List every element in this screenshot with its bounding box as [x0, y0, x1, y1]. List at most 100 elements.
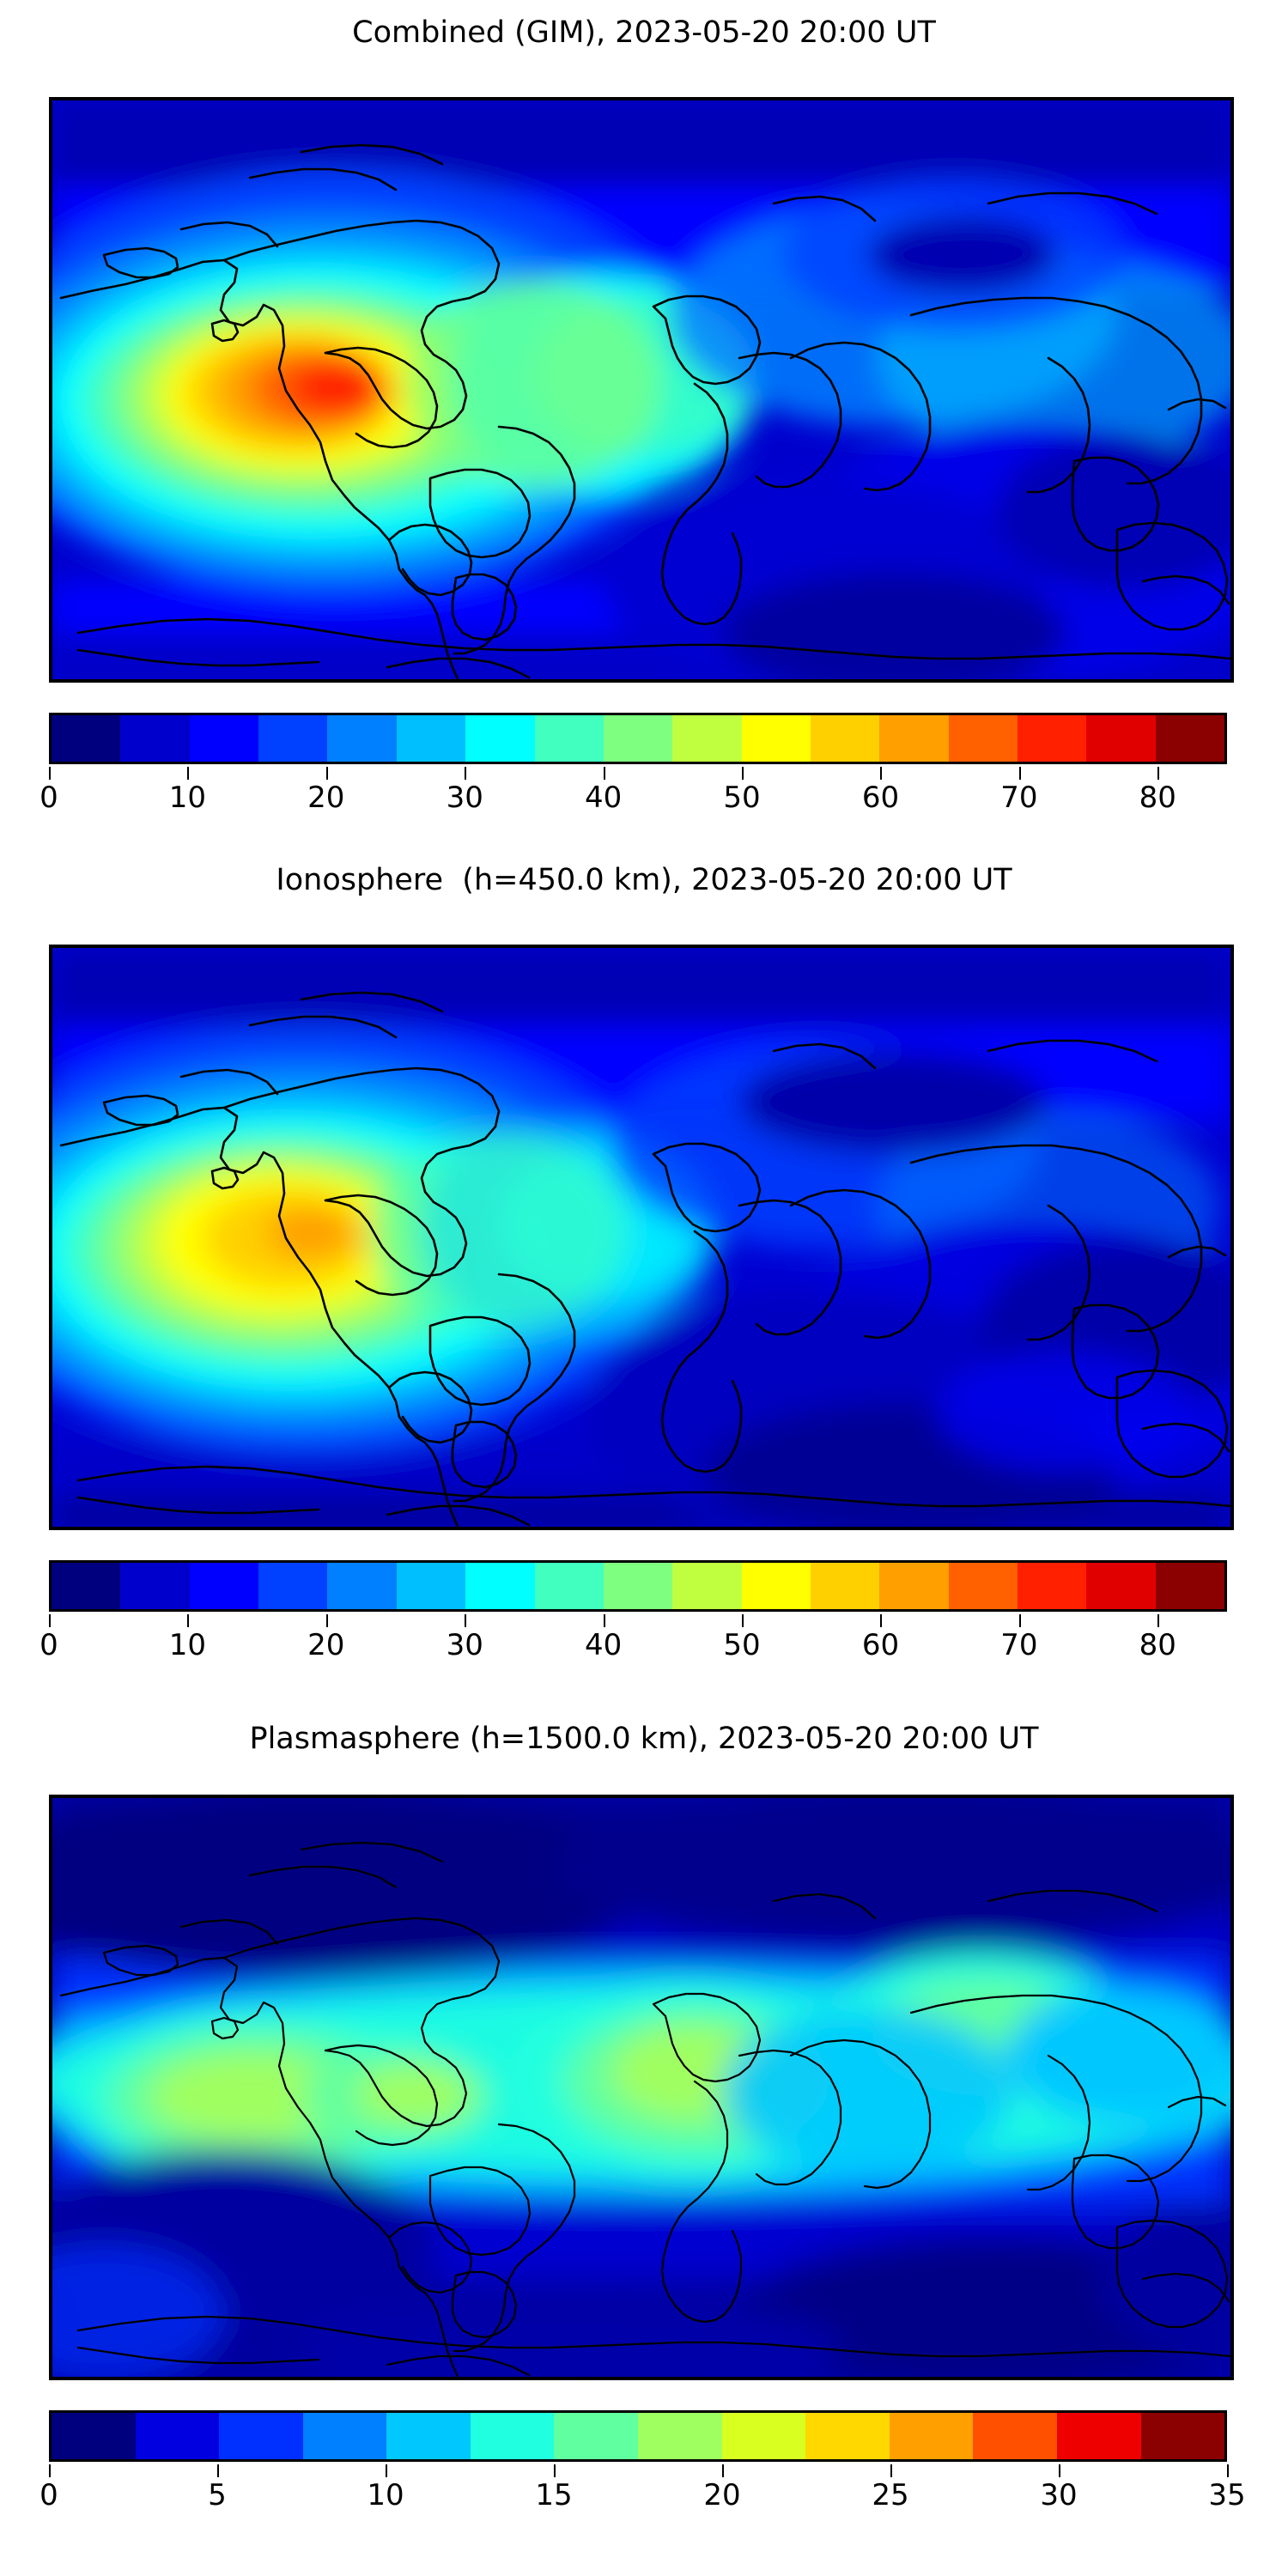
map-combined-gim: [49, 97, 1234, 683]
colorbar-tick-label-7: 70: [1000, 1628, 1038, 1662]
colorbar-band-7: [534, 715, 604, 762]
colorbar-tick-0: [49, 767, 51, 780]
panel-title: Ionosphere (h=450.0 km), 2023-05-20 20:0…: [276, 863, 1012, 897]
colorbar-tick-1: [187, 767, 190, 780]
colorbar-band-14: [1018, 715, 1087, 762]
colorbar-tick-4: [603, 767, 605, 780]
colorbar-tick-0: [49, 2464, 51, 2477]
colorbar-band-12: [879, 1563, 949, 1609]
colorbar-tick-label-8: 80: [1139, 1628, 1176, 1662]
map-svg: [52, 948, 1230, 1527]
colorbar-tick-label-2: 10: [367, 2478, 404, 2512]
colorbar-tick-6: [880, 767, 883, 780]
colorbar-gradient: [49, 1560, 1227, 1612]
colorbar-band-6: [554, 2413, 639, 2459]
colorbar-band-2: [219, 2413, 303, 2459]
colorbar-band-9: [672, 1563, 742, 1609]
colorbar-tick-label-4: 20: [703, 2478, 741, 2512]
colorbar-band-16: [1155, 715, 1225, 762]
coastlines: [59, 991, 1230, 1527]
map-plasmasphere: [49, 1795, 1234, 2380]
panel-ionosphere: Ionosphere (h=450.0 km), 2023-05-20 20:0…: [0, 848, 1288, 1706]
panel-combined-gim: Combined (GIM), 2023-05-20 20:00 UT: [0, 0, 1288, 859]
colorbar-tick-label-3: 30: [446, 781, 483, 815]
colorbar-tick-3: [465, 767, 467, 780]
colorbar-tick-1: [187, 1614, 190, 1627]
colorbar-tick-label-5: 25: [872, 2478, 909, 2512]
colorbar-band-15: [1086, 715, 1156, 762]
colorbar-tick-label-7: 35: [1208, 2478, 1246, 2512]
colorbar-tick-1: [217, 2464, 219, 2477]
colorbar-band-12: [879, 715, 949, 762]
colorbar-tick-label-0: 0: [39, 781, 58, 815]
colorbar-band-3: [258, 1563, 328, 1609]
colorbar-band-2: [189, 715, 259, 762]
colorbar-band-10: [889, 2413, 974, 2459]
colorbar-tick-label-3: 30: [446, 1628, 483, 1662]
colorbar-plasmasphere: 0 5 10 15 20 25 30 35: [39, 2410, 1246, 2539]
colorbar-tick-7: [1227, 2464, 1229, 2477]
colorbar-band-15: [1086, 1563, 1156, 1609]
colorbar-tick-6: [1059, 2464, 1060, 2477]
colorbar-band-11: [810, 715, 880, 762]
colorbar-tick-label-6: 60: [861, 781, 900, 815]
colorbar-tick-2: [325, 767, 328, 780]
colorbar-band-10: [741, 1563, 811, 1609]
colorbar-gradient: [49, 713, 1227, 764]
colorbar-tick-5: [890, 2464, 892, 2477]
colorbar-tick-4: [722, 2464, 724, 2477]
colorbar-tick-label-6: 60: [861, 1628, 900, 1662]
colorbar-tick-label-7: 70: [1000, 781, 1038, 815]
colorbar-band-5: [470, 2413, 555, 2459]
colorbar-band-9: [805, 2413, 890, 2459]
colorbar-ticks: [49, 2464, 1229, 2478]
colorbar-tick-label-6: 30: [1040, 2478, 1078, 2512]
panel-title: Plasmasphere (h=1500.0 km), 2023-05-20 2…: [249, 1722, 1039, 1756]
coastlines: [59, 1841, 1230, 2377]
colorbar-tick-label-2: 20: [307, 781, 345, 815]
map-svg: [52, 100, 1230, 679]
colorbar-band-1: [120, 715, 190, 762]
colorbar-tick-4: [603, 1614, 605, 1627]
colorbar-band-8: [603, 715, 673, 762]
colorbar-band-3: [258, 715, 328, 762]
colorbar-band-1: [120, 1563, 190, 1609]
colorbar-tick-label-4: 40: [585, 781, 623, 815]
map-ionosphere: [49, 945, 1234, 1530]
colorbar-tick-2: [325, 1614, 328, 1627]
colorbar-tick-7: [1018, 1614, 1021, 1627]
colorbar-band-2: [189, 1563, 259, 1609]
coastlines: [59, 143, 1230, 679]
colorbar-band-12: [1056, 2413, 1141, 2459]
colorbar-band-9: [672, 715, 742, 762]
colorbar-tick-0: [49, 1614, 51, 1627]
colorbar-tick-labels: 0 10 20 30 40 50 60 70 80: [39, 1627, 1227, 1667]
colorbar-tick-label-3: 15: [535, 2478, 573, 2512]
colorbar-tick-7: [1018, 767, 1021, 780]
colorbar-tick-label-5: 50: [723, 1628, 761, 1662]
colorbar-tick-5: [742, 1614, 744, 1627]
colorbar-band-1: [135, 2413, 220, 2459]
colorbar-band-11: [973, 2413, 1057, 2459]
colorbar-tick-label-2: 20: [307, 1628, 345, 1662]
colorbar-band-5: [396, 715, 466, 762]
colorbar-band-3: [302, 2413, 387, 2459]
colorbar-band-0: [52, 715, 121, 762]
colorbar-tick-6: [880, 1614, 883, 1627]
colorbar-band-7: [534, 1563, 604, 1609]
colorbar-band-13: [1140, 2413, 1225, 2459]
colorbar-tick-labels: 0 10 20 30 40 50 60 70 80: [39, 780, 1227, 819]
colorbar-band-11: [810, 1563, 880, 1609]
colorbar-band-10: [741, 715, 811, 762]
colorbar-band-4: [386, 2413, 471, 2459]
colorbar-band-4: [327, 1563, 397, 1609]
colorbar-band-6: [465, 715, 535, 762]
colorbar-ticks: [49, 767, 1227, 781]
colorbar-tick-3: [465, 1614, 467, 1627]
colorbar-ionosphere: 0 10 20 30 40 50 60 70 80: [39, 1560, 1227, 1689]
colorbar-combined-gim: 0 10 20 30 40 50 60 70 80: [39, 713, 1227, 841]
colorbar-band-13: [948, 715, 1018, 762]
colorbar-tick-8: [1157, 1614, 1160, 1627]
colorbar-tick-labels: 0 5 10 15 20 25 30 35: [39, 2477, 1245, 2517]
